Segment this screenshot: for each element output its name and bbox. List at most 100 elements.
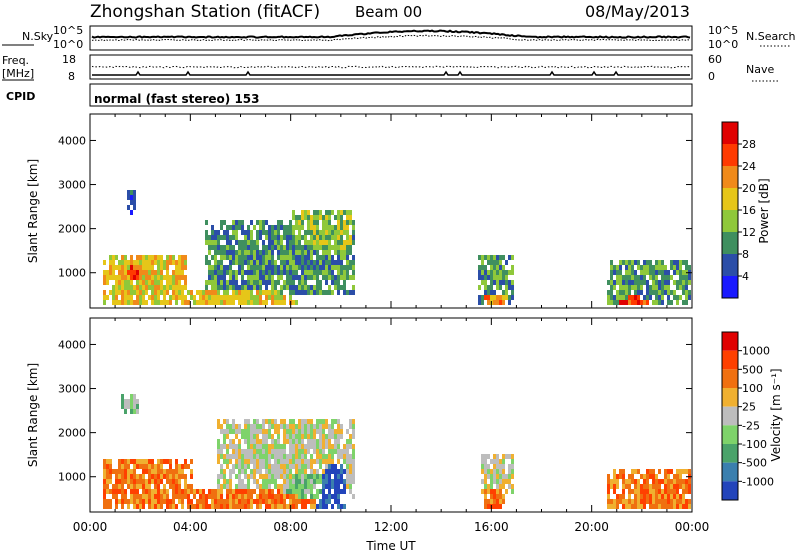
scatter-cell — [250, 245, 253, 250]
scatter-cell — [310, 464, 313, 469]
scatter-cell — [679, 484, 682, 489]
scatter-cell — [298, 474, 301, 479]
scatter-cell — [643, 499, 646, 504]
scatter-cell — [634, 504, 637, 509]
scatter-cell — [346, 220, 349, 225]
scatter-cell — [142, 459, 145, 464]
scatter-cell — [634, 275, 637, 280]
scatter-cell — [322, 504, 325, 509]
velocity-cells — [103, 394, 691, 509]
scatter-cell — [244, 439, 247, 444]
scatter-cell — [205, 300, 208, 305]
scatter-cell — [349, 240, 352, 245]
scatter-cell — [289, 494, 292, 499]
scatter-cell — [331, 484, 334, 489]
scatter-cell — [352, 265, 355, 270]
scatter-cell — [154, 255, 157, 260]
scatter-cell — [232, 499, 235, 504]
scatter-cell — [286, 479, 289, 484]
scatter-cell — [151, 290, 154, 295]
scatter-cell — [220, 484, 223, 489]
scatter-cell — [481, 454, 484, 459]
scatter-cell — [220, 265, 223, 270]
xlabel: Time UT — [365, 539, 416, 553]
scatter-cell — [328, 464, 331, 469]
scatter-cell — [124, 285, 127, 290]
scatter-cell — [229, 459, 232, 464]
scatter-cell — [262, 494, 265, 499]
scatter-cell — [115, 290, 118, 295]
scatter-cell — [481, 275, 484, 280]
scatter-cell — [106, 489, 109, 494]
scatter-cell — [193, 504, 196, 509]
scatter-cell — [277, 434, 280, 439]
scatter-cell — [136, 295, 139, 300]
scatter-cell — [124, 265, 127, 270]
scatter-cell — [145, 459, 148, 464]
scatter-cell — [136, 275, 139, 280]
scatter-cell — [148, 489, 151, 494]
scatter-cell — [238, 469, 241, 474]
scatter-cell — [265, 459, 268, 464]
scatter-cell — [217, 484, 220, 489]
freq-series — [92, 70, 690, 76]
scatter-cell — [268, 424, 271, 429]
scatter-cell — [499, 275, 502, 280]
scatter-cell — [673, 484, 676, 489]
nsky-strip: N.Sky 10^5 10^0 10^5 10^0 N.Search — [2, 24, 796, 51]
scatter-cell — [352, 220, 355, 225]
scatter-cell — [292, 265, 295, 270]
scatter-cell — [136, 479, 139, 484]
scatter-cell — [325, 220, 328, 225]
scatter-cell — [292, 275, 295, 280]
scatter-cell — [241, 494, 244, 499]
scatter-cell — [250, 250, 253, 255]
scatter-cell — [124, 499, 127, 504]
scatter-cell — [352, 230, 355, 235]
scatter-cell — [319, 444, 322, 449]
scatter-cell — [346, 210, 349, 215]
scatter-cell — [340, 464, 343, 469]
scatter-cell — [295, 290, 298, 295]
scatter-cell — [232, 439, 235, 444]
scatter-cell — [268, 265, 271, 270]
scatter-cell — [271, 280, 274, 285]
scatter-cell — [331, 504, 334, 509]
scatter-cell — [322, 260, 325, 265]
scatter-cell — [343, 469, 346, 474]
scatter-cell — [166, 285, 169, 290]
scatter-cell — [325, 290, 328, 295]
scatter-cell — [643, 474, 646, 479]
scatter-cell — [265, 429, 268, 434]
scatter-cell — [139, 260, 142, 265]
scatter-cell — [496, 285, 499, 290]
scatter-cell — [259, 300, 262, 305]
y-tick-label: 4000 — [58, 338, 86, 351]
scatter-cell — [130, 300, 133, 305]
scatter-cell — [244, 484, 247, 489]
scatter-cell — [211, 290, 214, 295]
scatter-cell — [307, 240, 310, 245]
scatter-cell — [265, 444, 268, 449]
scatter-cell — [610, 260, 613, 265]
scatter-cell — [121, 494, 124, 499]
scatter-cell — [268, 280, 271, 285]
scatter-cell — [205, 295, 208, 300]
scatter-cell — [166, 260, 169, 265]
scatter-cell — [616, 494, 619, 499]
scatter-cell — [688, 489, 691, 494]
scatter-cell — [613, 484, 616, 489]
scatter-cell — [112, 290, 115, 295]
scatter-cell — [286, 265, 289, 270]
scatter-cell — [238, 245, 241, 250]
scatter-cell — [118, 489, 121, 494]
scatter-cell — [340, 434, 343, 439]
scatter-cell — [628, 270, 631, 275]
scatter-cell — [661, 285, 664, 290]
scatter-cell — [508, 295, 511, 300]
scatter-cell — [232, 225, 235, 230]
scatter-cell — [307, 210, 310, 215]
scatter-cell — [349, 260, 352, 265]
scatter-cell — [292, 429, 295, 434]
